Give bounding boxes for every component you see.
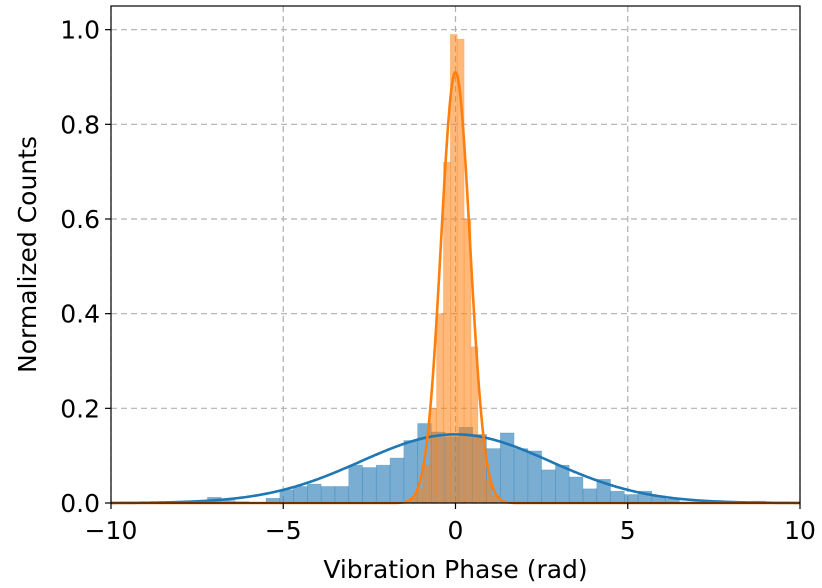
- histogram-bar-40: [443, 161, 451, 504]
- histogram-bar-7: [320, 486, 336, 504]
- histogram-bar-38: [429, 408, 437, 504]
- y-tick-label-3: 0.6: [60, 205, 100, 234]
- histogram-bar-22: [527, 450, 542, 504]
- x-tick-label-1: −5: [265, 516, 302, 545]
- x-tick-label-2: 0: [448, 516, 464, 545]
- y-tick-label-4: 0.8: [60, 110, 100, 139]
- histogram-bar-5: [293, 486, 308, 504]
- histogram-bar-9: [348, 464, 363, 504]
- histogram-bar-6: [307, 483, 322, 504]
- x-tick-label-0: −10: [85, 516, 138, 545]
- histogram-bar-8: [334, 486, 350, 504]
- x-tick-label-3: 5: [620, 516, 636, 545]
- histogram-bar-12: [389, 457, 405, 504]
- y-tick-label-2: 0.4: [60, 300, 100, 329]
- y-tick-label-1: 0.2: [60, 394, 100, 423]
- histogram-bar-41: [450, 34, 458, 504]
- fit-curve-0: [110, 433, 801, 505]
- y-tick-label-5: 1.0: [60, 16, 100, 45]
- histogram-bar-21: [513, 448, 529, 504]
- histogram-bar-26: [582, 488, 598, 504]
- histogram-bar-24: [555, 464, 570, 504]
- histogram-bar-23: [541, 469, 556, 504]
- histogram-bar-4: [279, 489, 294, 504]
- histogram-bar-11: [375, 464, 391, 504]
- histogram-bar-39: [436, 313, 444, 504]
- histogram-bar-10: [362, 467, 377, 504]
- y-axis-ticks: 0.0 0.2 0.4 0.6 0.8 1.0: [60, 16, 111, 518]
- histogram-bar-28: [610, 490, 625, 504]
- x-axis-ticks: −10 −5 0 5 10: [85, 503, 816, 545]
- y-axis-label: Normalized Counts: [13, 136, 42, 373]
- x-tick-label-4: 10: [784, 516, 816, 545]
- y-tick-label-0: 0.0: [60, 489, 100, 518]
- histogram-bar-25: [568, 476, 584, 504]
- x-axis-label: Vibration Phase (rad): [323, 555, 587, 584]
